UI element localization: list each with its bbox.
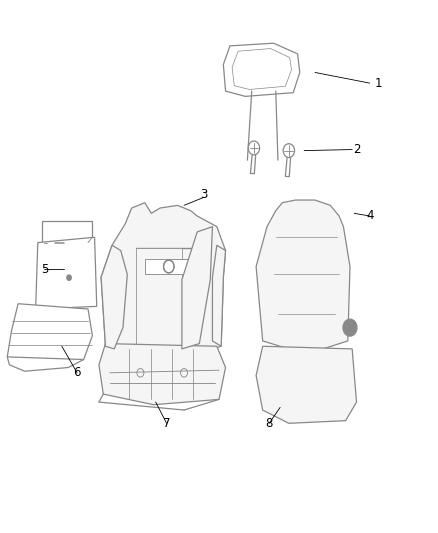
Text: 8: 8 (265, 417, 273, 430)
Polygon shape (101, 203, 226, 362)
Text: 3: 3 (200, 188, 208, 201)
Polygon shape (99, 344, 226, 405)
Text: 4: 4 (366, 209, 373, 222)
Polygon shape (7, 304, 92, 360)
Polygon shape (101, 245, 127, 349)
Text: 6: 6 (73, 366, 81, 379)
Text: 1: 1 (374, 77, 382, 90)
Circle shape (67, 275, 71, 280)
Text: 7: 7 (163, 417, 170, 430)
Polygon shape (42, 221, 92, 243)
Polygon shape (232, 49, 291, 90)
Circle shape (343, 319, 357, 336)
Polygon shape (223, 43, 300, 96)
Text: 5: 5 (41, 263, 48, 276)
Polygon shape (256, 200, 350, 354)
Text: 2: 2 (353, 143, 360, 156)
Polygon shape (212, 245, 226, 346)
Polygon shape (35, 237, 97, 309)
Polygon shape (256, 346, 357, 423)
Polygon shape (136, 248, 182, 346)
Polygon shape (145, 259, 193, 274)
Polygon shape (182, 227, 212, 349)
